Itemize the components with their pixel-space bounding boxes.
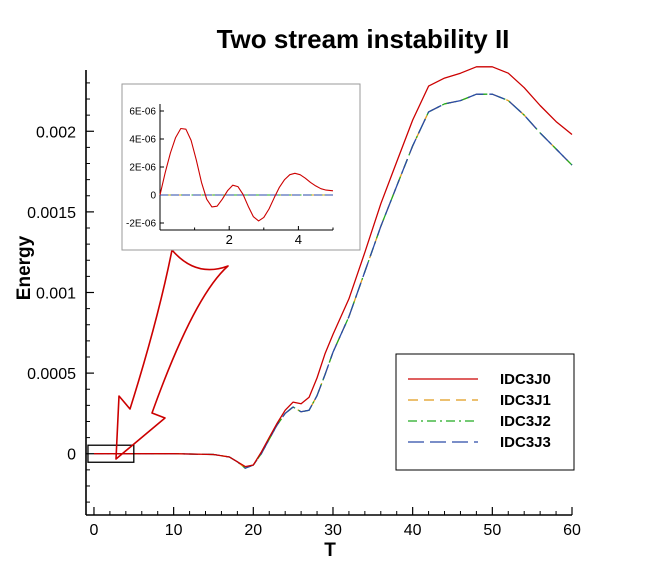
inset-frame — [121, 83, 361, 251]
legend-label-idc3j1: IDC3J1 — [500, 392, 551, 409]
main-series — [94, 66, 573, 469]
y-tick-label: 0.002 — [36, 124, 76, 141]
series-line-idc3j0 — [94, 66, 573, 468]
y-tick-label: 0.001 — [36, 286, 76, 303]
inset-chart: -2E-06 0 2E-06 4E-06 6E-06 2 4 — [121, 83, 361, 251]
x-tick-label: 20 — [244, 522, 262, 539]
x-tick-label: 30 — [324, 522, 342, 539]
zoom-box — [87, 444, 135, 463]
inset-axes: -2E-06 0 2E-06 4E-06 6E-06 2 4 — [126, 104, 334, 247]
x-axis-label: T — [324, 540, 336, 561]
x-tick-label: 50 — [483, 522, 501, 539]
legend-label-idc3j3: IDC3J3 — [500, 434, 551, 451]
legend-frame — [395, 353, 575, 471]
x-tick-label: 10 — [165, 522, 183, 539]
legend-items: IDC3J0 IDC3J1 IDC3J2 IDC3J3 — [408, 371, 551, 451]
chart-title: Two stream instability II — [217, 24, 510, 54]
inset-x-tick-label: 4 — [295, 232, 302, 247]
legend-label-idc3j0: IDC3J0 — [500, 371, 551, 388]
x-tick-label: 60 — [563, 522, 581, 539]
y-tick-label: 0.0015 — [27, 205, 76, 222]
y-tick-label: 0 — [67, 447, 76, 464]
inset-y-tick-label: 2E-06 — [129, 163, 156, 174]
legend-label-idc3j2: IDC3J2 — [500, 413, 551, 430]
inset-x-tick-label: 2 — [226, 232, 233, 247]
inset-y-tick-label: -2E-06 — [126, 219, 156, 230]
inset-series-line-idc3j0 — [159, 127, 334, 222]
inset-y-tick-label: 6E-06 — [129, 107, 156, 118]
zoom-arrow — [115, 249, 229, 460]
legend: IDC3J0 IDC3J1 IDC3J2 IDC3J3 — [395, 353, 575, 471]
y-axis-label: Energy — [14, 235, 35, 300]
x-tick-label: 0 — [90, 522, 99, 539]
y-tick-label: 0.0005 — [27, 366, 76, 383]
inset-series — [159, 127, 334, 222]
inset-y-tick-label: 0 — [150, 191, 156, 202]
inset-y-tick-label: 4E-06 — [129, 135, 156, 146]
x-tick-label: 40 — [404, 522, 422, 539]
